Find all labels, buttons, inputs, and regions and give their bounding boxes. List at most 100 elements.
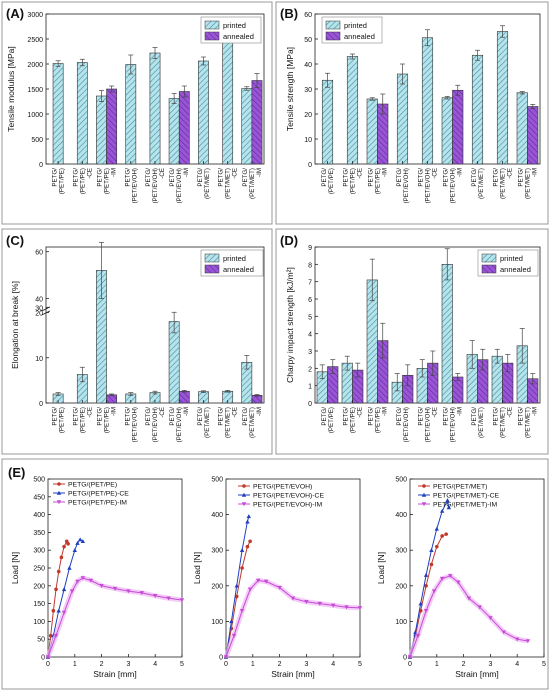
legend-label-0: PETG/(PET/MET) <box>433 484 487 491</box>
x-tick-label: PETG/(PET/PE)-IM <box>97 407 118 433</box>
panel-D-frame <box>275 228 549 455</box>
x-tick-label: PETG/(PET/MET)-IM <box>518 407 539 438</box>
y-tick-label: 0 <box>41 655 45 662</box>
x-tick-label: PETG/(PET/MET)-CE <box>493 168 514 199</box>
series-point-1 <box>439 508 445 513</box>
series-point-2 <box>255 578 261 583</box>
bar-printed <box>125 64 137 165</box>
y-tick-label: 150 <box>33 601 45 608</box>
series-point-2 <box>69 589 75 594</box>
series-point-2 <box>88 578 94 583</box>
series-point-1 <box>445 498 450 503</box>
bar-printed <box>421 37 434 165</box>
legend-label-1: PETG/(PET/PE)-CE <box>68 491 129 498</box>
bar-printed <box>168 321 180 404</box>
y-tick-label: 1 <box>308 384 312 391</box>
legend-swatch-annealed <box>204 31 220 41</box>
y-tick-label: 400 <box>395 512 407 519</box>
y-tick-label: 100 <box>33 619 45 626</box>
x-tick-label: 0 <box>408 661 412 668</box>
series-point-2 <box>304 600 309 605</box>
legend-label-2: PETG/(PET/EVOH)-IM <box>253 502 322 509</box>
x-tick-label: PETG/(PET/EVOH) <box>396 407 410 443</box>
legend-label-0: PETG/(PET/EVOH) <box>253 484 312 491</box>
x-tick-label: PETG/(PET/PE)-CE <box>72 168 93 194</box>
series-point-2 <box>477 605 482 610</box>
y-tick-label: 0 <box>308 162 312 169</box>
y-tick-label: 1500 <box>27 87 43 94</box>
y-tick-label: 20 <box>304 112 312 119</box>
series-point-2 <box>99 584 104 588</box>
y-axis-label: Tensile modulus [MPa] <box>6 46 16 132</box>
series-point-0 <box>429 562 434 567</box>
chart-A: 0 500 1000 1500 2000 2500 3000 Tensile modulus … <box>6 12 265 204</box>
series-point-2 <box>126 589 131 594</box>
x-tick-label: PETG/(PET/EVOH)-CE <box>418 168 439 204</box>
y-tick-label: 0 <box>39 162 43 169</box>
series-point-2 <box>239 608 245 613</box>
y-tick-label: 30 <box>304 87 312 94</box>
x-tick-label: PETG/(PET/MET) <box>471 168 485 199</box>
bar-printed <box>241 88 253 165</box>
series-point-2 <box>423 608 429 613</box>
y-tick-label: 20 <box>35 311 43 318</box>
axis-break-mark <box>41 306 51 312</box>
bar-annealed <box>178 390 190 404</box>
series-point-1 <box>75 540 80 545</box>
series-point-2 <box>247 587 253 592</box>
x-tick-label: 0 <box>224 661 228 668</box>
y-tick-label: 50 <box>304 37 312 44</box>
y-tick-label: 0 <box>403 655 407 662</box>
y-tick-label: 60 <box>35 250 43 257</box>
y-tick-label: 100 <box>395 619 407 626</box>
x-tick-label: PETG/(PET/MET)-IM <box>242 168 263 199</box>
series-point-2 <box>45 655 51 660</box>
bar-annealed <box>106 88 118 165</box>
y-axis-label: Load [N] <box>192 552 202 584</box>
legend-marker-1 <box>56 490 62 495</box>
series-point-1 <box>423 572 429 577</box>
legend-swatch-printed <box>481 253 497 263</box>
y-tick-label: 0 <box>308 401 312 408</box>
y-tick-label: 7 <box>308 280 312 287</box>
legend-swatch-annealed <box>204 264 220 274</box>
series-line-0 <box>47 540 69 658</box>
x-tick-label: 0 <box>46 661 50 668</box>
x-tick-label: 1 <box>73 661 77 668</box>
y-tick-label: 2000 <box>27 62 43 69</box>
legend-marker-2 <box>241 502 247 507</box>
x-tick-label: PETG/(PET/EVOH)-IM <box>443 168 464 204</box>
y-tick-label: 500 <box>31 137 43 144</box>
y-tick-label: 500 <box>33 477 45 484</box>
chart-E-middle: 0 100 200 300 400 500 0 1 2 3 4 5 Strain [mm] Load [N… <box>192 477 363 679</box>
series-point-2 <box>448 574 453 579</box>
series-point-2 <box>53 633 59 638</box>
y-tick-label: 0 <box>219 655 223 662</box>
legend-marker-1 <box>421 492 427 497</box>
y-tick-label: 350 <box>33 530 45 537</box>
bar-annealed <box>251 80 263 165</box>
panel-C-frame <box>1 228 273 455</box>
series-point-0 <box>51 608 56 613</box>
y-tick-label: 300 <box>395 548 407 555</box>
x-tick-label: PETG/(PET/PE)-CE <box>343 168 364 194</box>
x-tick-label: 2 <box>462 661 466 668</box>
x-tick-label: PETG/(PET/EVOH)-CE <box>145 168 166 204</box>
legend-marker-0 <box>57 482 61 486</box>
y-tick-label: 450 <box>33 494 45 501</box>
y-tick-label: 400 <box>211 512 223 519</box>
y-axis-label: Load [N] <box>10 552 20 584</box>
x-tick-label: PETG/(PET/PE) <box>52 168 66 194</box>
series-point-2 <box>515 637 520 642</box>
y-tick-label: 3000 <box>27 12 43 19</box>
series-point-1 <box>67 565 72 570</box>
series-point-0 <box>234 594 239 599</box>
bar-annealed <box>178 91 190 165</box>
series-point-2 <box>112 586 118 591</box>
y-axis-label: Charpy impact strength [kJ/m²] <box>285 267 295 383</box>
x-tick-label: PETG/(PET/EVOH) <box>396 168 410 204</box>
x-tick-label: 2 <box>100 661 104 668</box>
series-point-1 <box>80 539 86 544</box>
y-tick-label: 200 <box>211 583 223 590</box>
